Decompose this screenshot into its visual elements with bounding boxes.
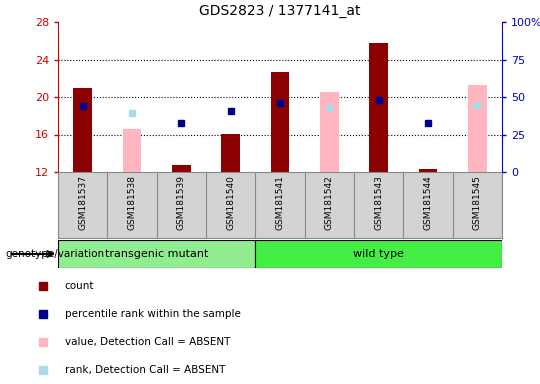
Bar	[320, 92, 339, 172]
Text: GSM181540: GSM181540	[226, 175, 235, 230]
Bar	[221, 134, 240, 172]
Text: rank, Detection Call = ABSENT: rank, Detection Call = ABSENT	[65, 365, 225, 375]
Bar	[271, 72, 289, 172]
Text: wild type: wild type	[353, 249, 404, 259]
Text: transgenic mutant: transgenic mutant	[105, 249, 208, 259]
Bar	[73, 88, 92, 172]
Text: percentile rank within the sample: percentile rank within the sample	[65, 309, 241, 319]
Bar	[172, 164, 191, 172]
Bar	[58, 240, 255, 268]
Text: GSM181538: GSM181538	[127, 175, 137, 230]
Bar	[468, 85, 487, 172]
Text: value, Detection Call = ABSENT: value, Detection Call = ABSENT	[65, 337, 230, 347]
Text: GSM181537: GSM181537	[78, 175, 87, 230]
Bar	[123, 129, 141, 172]
Text: GSM181544: GSM181544	[423, 175, 433, 230]
Text: genotype/variation: genotype/variation	[5, 249, 105, 259]
Text: count: count	[65, 281, 94, 291]
Title: GDS2823 / 1377141_at: GDS2823 / 1377141_at	[199, 4, 361, 18]
Bar	[255, 240, 502, 268]
Bar	[369, 43, 388, 172]
Text: GSM181539: GSM181539	[177, 175, 186, 230]
Text: GSM181541: GSM181541	[275, 175, 285, 230]
Bar	[418, 169, 437, 172]
Text: GSM181543: GSM181543	[374, 175, 383, 230]
Text: GSM181542: GSM181542	[325, 175, 334, 230]
Text: GSM181545: GSM181545	[473, 175, 482, 230]
